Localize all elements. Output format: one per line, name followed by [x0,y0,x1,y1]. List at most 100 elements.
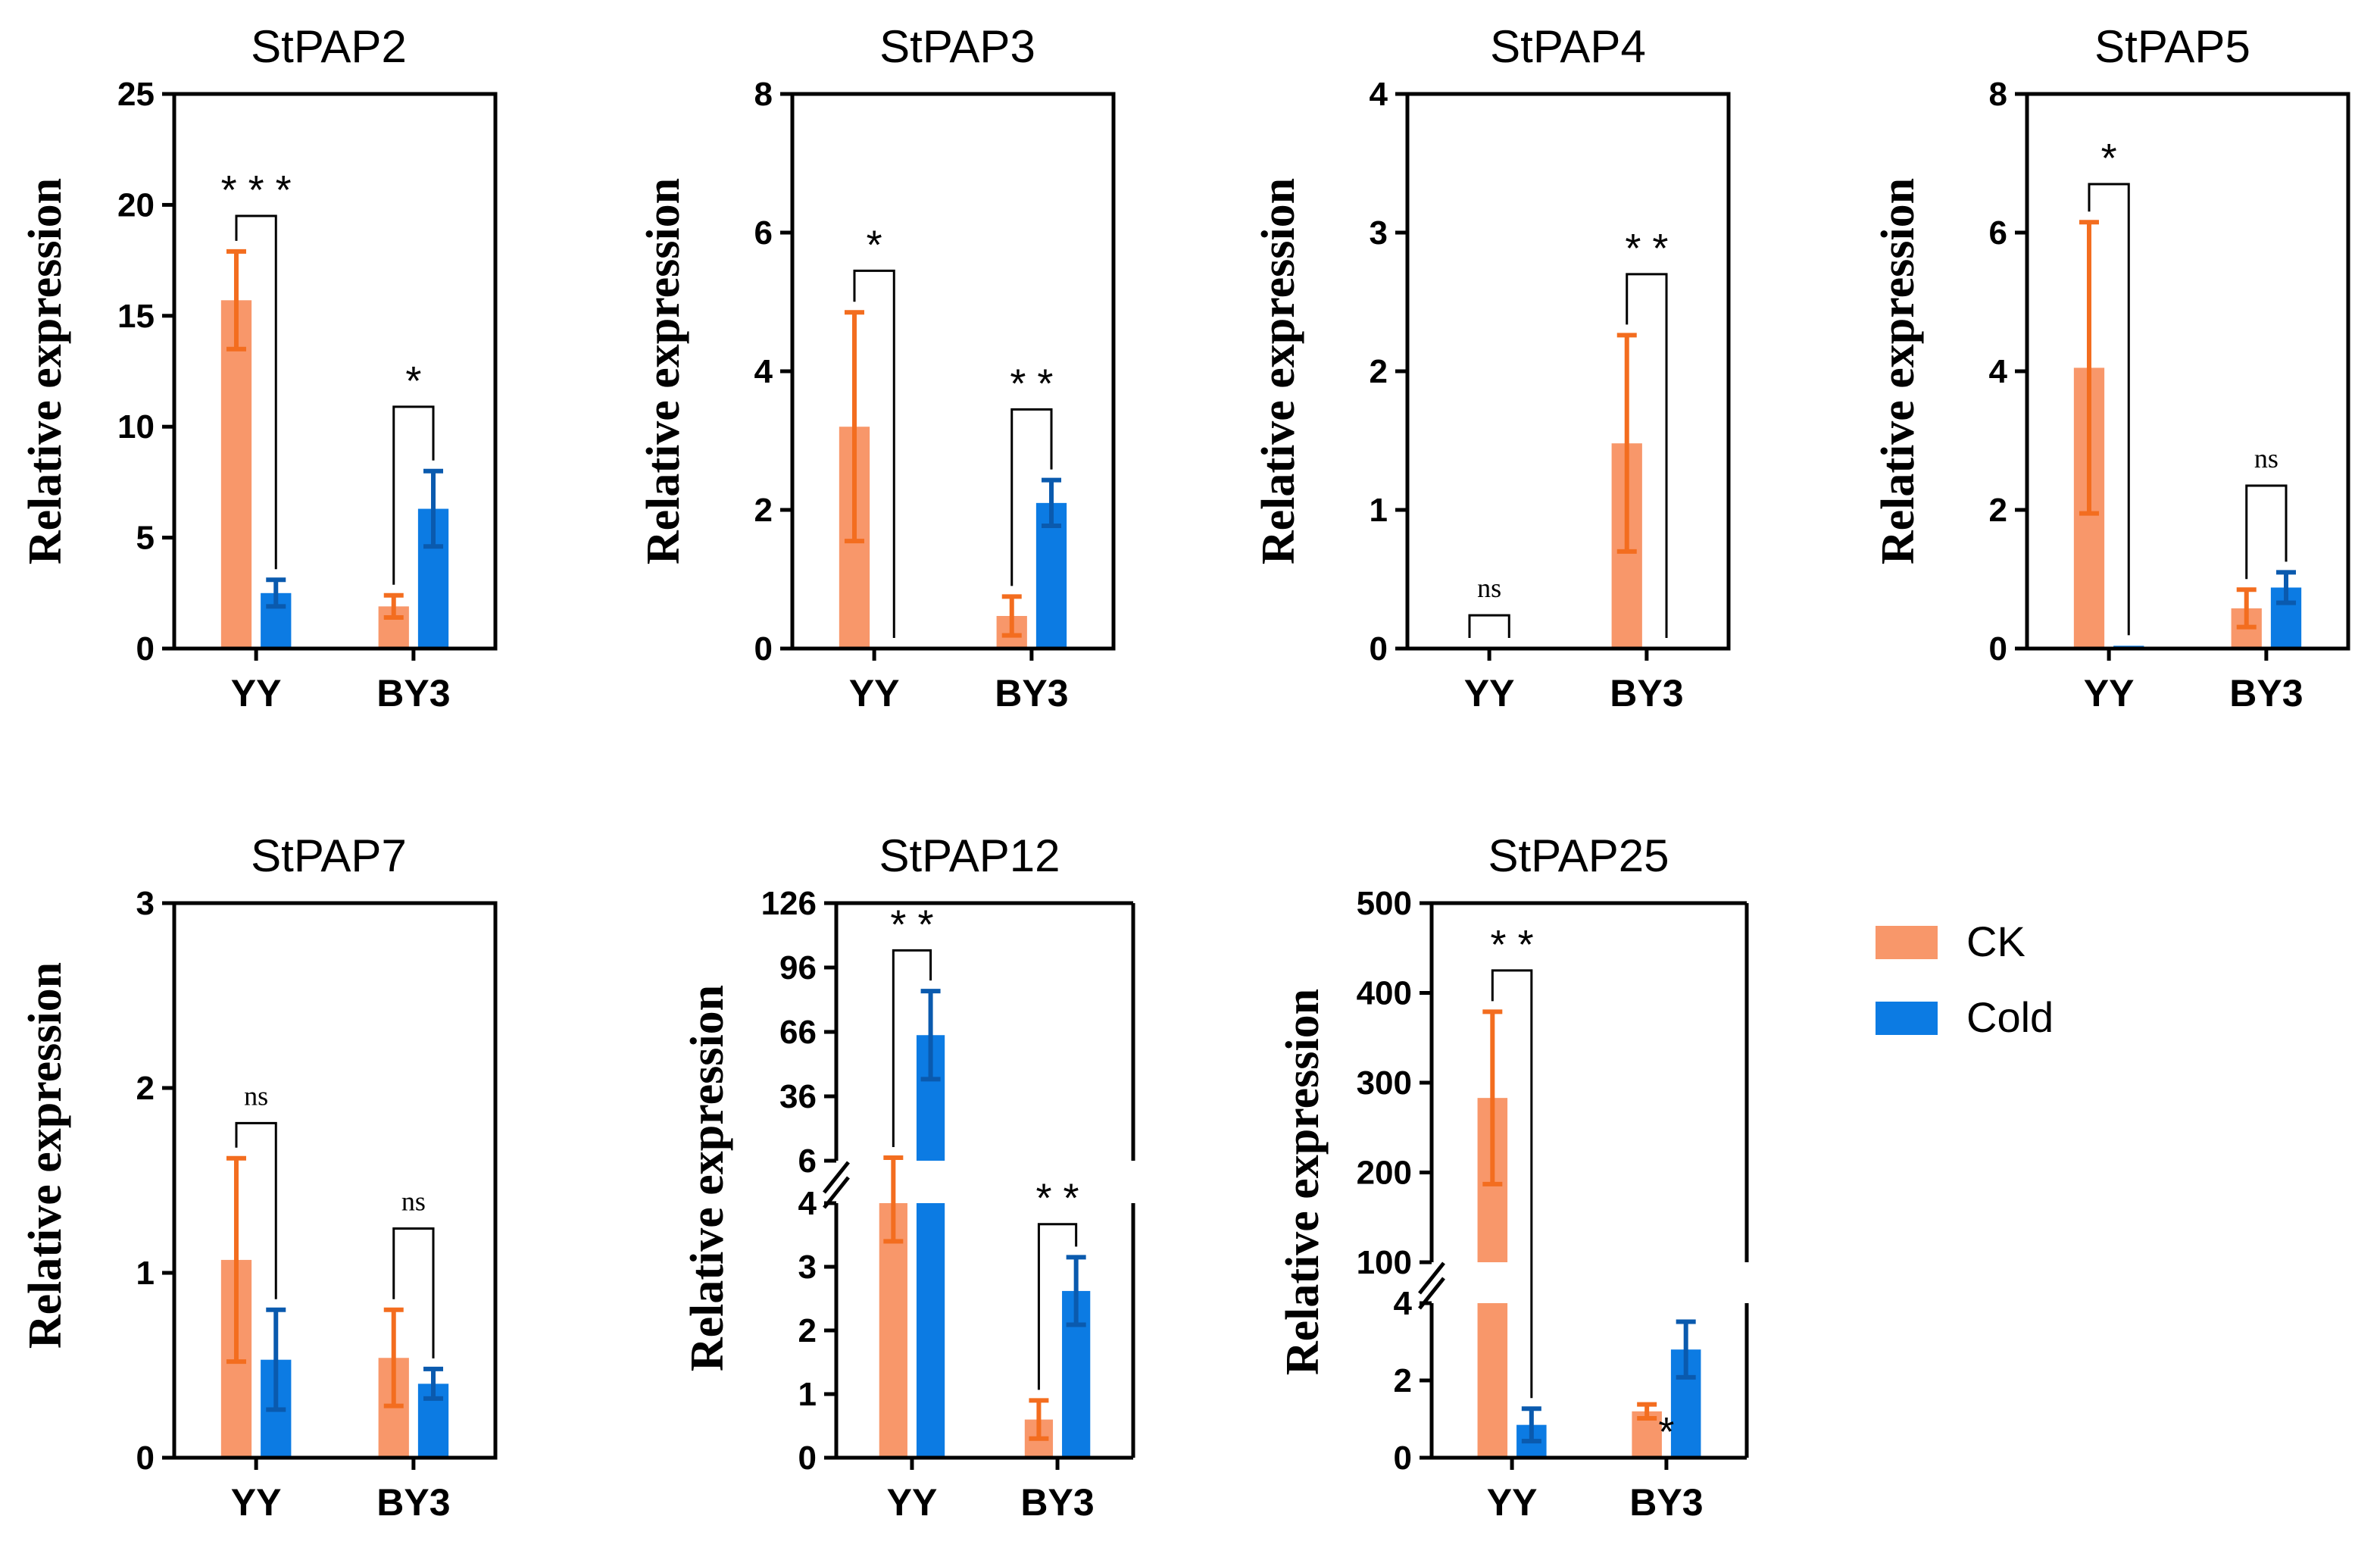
x-tick-label: YY [887,1481,938,1524]
significance-label: * [867,222,882,267]
x-tick-label: YY [1487,1481,1538,1524]
y-axis-label: Relative expression [1872,178,1924,564]
y-tick-label: 400 [1357,975,1412,1012]
chart-title: StPAP12 [879,830,1060,881]
y-axis-label: Relative expression [1253,178,1304,564]
y-tick-label: 2 [136,1070,155,1107]
y-tick-label: 96 [779,949,817,986]
significance-YY: * [853,222,895,638]
y-tick-label: 0 [136,630,155,667]
error-bar-Cold-BY3 [2276,570,2297,605]
y-tick-label: 0 [136,1440,155,1477]
y-tick-label: 0 [1989,630,2007,667]
y-tick-label: 0 [1370,630,1388,667]
y-tick-label: 2 [798,1312,817,1349]
significance-YY: ns [1468,573,1510,638]
y-tick-label: 15 [117,298,155,335]
error-bar-CK-BY3 [1637,1402,1657,1421]
error-bar-CK-BY3 [2236,587,2257,630]
y-tick-label: 6 [754,214,773,252]
y-tick-label: 0 [798,1440,817,1477]
significance-label: * [1658,1409,1674,1455]
chart-title: StPAP7 [251,830,407,881]
y-tick-label: 1 [798,1376,817,1413]
bar-CK-YY [220,300,252,649]
axes-frame [172,92,498,651]
y-axis-label: Relative expression [20,962,71,1349]
error-bar-CK-YY [1482,1009,1503,1186]
significance-label: * * [1010,361,1053,406]
y-tick-label: 1 [1370,492,1388,529]
y-tick-label: 300 [1357,1064,1412,1102]
panel-StPAP2: StPAP2 Relative expression 0 5 10 15 20 25 YY BY3… [20,21,498,714]
y-tick-label: 500 [1357,885,1412,922]
panel-StPAP12: StPAP12 Relative expression 0 1 2 3 4 6 36 66 96 12… [682,830,1135,1524]
x-tick-label: BY3 [995,672,1068,714]
x-tick-label: YY [231,1481,282,1524]
error-bar-CK-YY [226,249,246,352]
legend: CK Cold [1876,918,2054,1041]
significance-label: * * [890,902,933,947]
significance-YY: * [2088,136,2130,636]
y-tick-label: 36 [779,1078,817,1115]
legend-swatch-CK [1876,926,1938,959]
bar-CK-YY [879,1203,907,1458]
y-tick-label: 2 [1370,353,1388,390]
significance-YY: * * * [221,167,292,570]
y-axis-label: Relative expression [638,178,689,564]
y-tick-label: 10 [117,408,155,445]
y-tick-label: 100 [1357,1244,1412,1281]
y-tick-label: 6 [798,1143,817,1180]
panel-StPAP3: StPAP3 Relative expression 0 2 4 6 8 YY BY3 * * * [638,21,1116,714]
significance-BY3: * * [1010,361,1053,586]
legend-label-CK: CK [1966,918,2025,965]
y-tick-label: 0 [754,630,773,667]
y-tick-label: 6 [1989,214,2007,252]
error-bar-CK-YY [883,1155,904,1244]
x-tick-label: BY3 [376,672,450,714]
significance-BY3: * [1645,1409,1688,1459]
significance-label: ns [2254,443,2278,474]
significance-YY: * * [1491,922,1534,1399]
x-tick-label: YY [849,672,900,714]
legend-swatch-Cold [1876,1002,1938,1035]
significance-label: ns [244,1080,268,1111]
significance-label: * [405,358,421,404]
axis-break-mark [823,1161,850,1209]
y-tick-label: 4 [798,1185,817,1222]
y-tick-label: 20 [117,186,155,224]
error-bar-Cold-YY [920,989,941,1082]
error-bar-Cold-BY3 [1676,1319,1696,1380]
error-bar-Cold-YY [266,577,286,609]
y-tick-label: 8 [1989,76,2007,113]
y-tick-label: 4 [1989,353,2008,390]
significance-label: ns [401,1186,426,1216]
y-axis-label: Relative expression [682,985,733,1371]
error-bar-CK-BY3 [383,1307,404,1408]
chart-title: StPAP5 [2094,21,2250,72]
y-tick-label: 25 [117,76,155,113]
bar-Cold-YY [916,1203,945,1458]
x-tick-label: YY [2084,672,2135,714]
y-tick-label: 2 [1989,492,2007,529]
error-bar-CK-YY [2079,220,2099,516]
significance-label: * * [1625,226,1668,271]
error-bar-Cold-BY3 [423,468,444,549]
significance-BY3: * * [1625,226,1668,638]
x-tick-label: YY [231,672,282,714]
y-tick-label: 4 [1370,76,1388,113]
y-tick-label: 4 [1394,1285,1413,1322]
x-tick-label: BY3 [2229,672,2303,714]
error-bar-Cold-BY3 [423,1366,444,1401]
bar-CK-YY [1477,1303,1508,1458]
y-tick-label: 5 [136,520,155,557]
y-axis-label: Relative expression [1277,989,1329,1375]
y-tick-label: 8 [754,76,773,113]
x-tick-label: BY3 [376,1481,450,1524]
legend-label-Cold: Cold [1966,993,2054,1041]
error-bar-CK-BY3 [1029,1398,1049,1441]
significance-label: ns [1477,573,1501,603]
axes-frame [172,901,498,1460]
significance-BY3: ns [392,1186,435,1358]
y-tick-label: 3 [1370,214,1388,252]
